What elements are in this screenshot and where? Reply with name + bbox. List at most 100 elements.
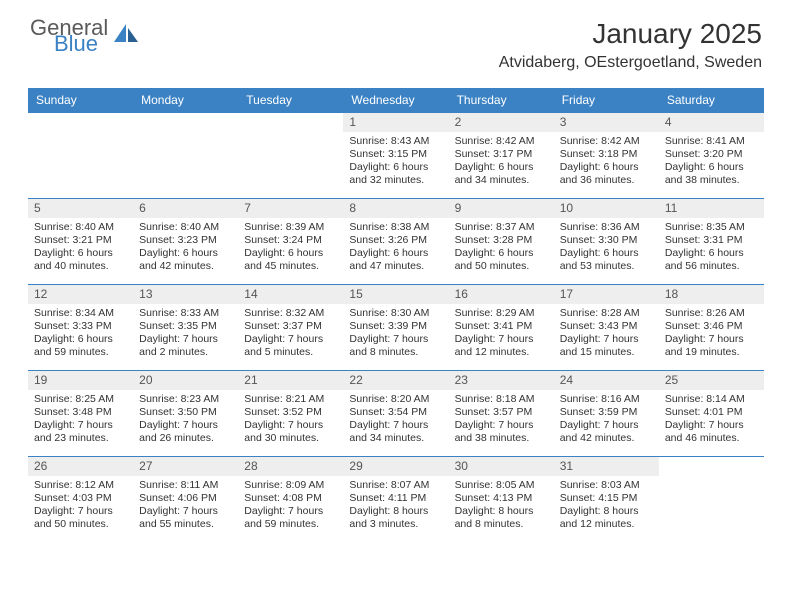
calendar-cell: 30Sunrise: 8:05 AMSunset: 4:13 PMDayligh…	[449, 457, 554, 543]
sun-info-line: and 26 minutes.	[139, 432, 232, 445]
calendar-cell: 21Sunrise: 8:21 AMSunset: 3:52 PMDayligh…	[238, 371, 343, 457]
day-number: 5	[28, 199, 133, 218]
sun-info-line: Sunset: 3:17 PM	[455, 148, 548, 161]
sun-info-line: Sunrise: 8:39 AM	[244, 221, 337, 234]
day-header: Thursday	[449, 88, 554, 113]
calendar-cell: 15Sunrise: 8:30 AMSunset: 3:39 PMDayligh…	[343, 285, 448, 371]
sun-info-line: Sunrise: 8:32 AM	[244, 307, 337, 320]
day-number: 14	[238, 285, 343, 304]
sun-info-line: Sunset: 3:15 PM	[349, 148, 442, 161]
calendar-cell: 17Sunrise: 8:28 AMSunset: 3:43 PMDayligh…	[554, 285, 659, 371]
sun-info-line: and 8 minutes.	[455, 518, 548, 531]
calendar-cell: 20Sunrise: 8:23 AMSunset: 3:50 PMDayligh…	[133, 371, 238, 457]
brand-word2: Blue	[54, 34, 108, 54]
day-number: 31	[554, 457, 659, 476]
sun-info-line: Sunset: 3:26 PM	[349, 234, 442, 247]
calendar-cell: 11Sunrise: 8:35 AMSunset: 3:31 PMDayligh…	[659, 199, 764, 285]
sun-info-line: Sunrise: 8:11 AM	[139, 479, 232, 492]
sun-info-line: Daylight: 8 hours	[560, 505, 653, 518]
day-number: 10	[554, 199, 659, 218]
calendar-week: 1Sunrise: 8:43 AMSunset: 3:15 PMDaylight…	[28, 113, 764, 199]
sun-info-line: Sunrise: 8:25 AM	[34, 393, 127, 406]
sun-info-line: Daylight: 7 hours	[244, 505, 337, 518]
sun-info-line: Sunset: 4:15 PM	[560, 492, 653, 505]
sun-info-line: Daylight: 7 hours	[139, 333, 232, 346]
sun-info-line: and 34 minutes.	[455, 174, 548, 187]
sun-info-line: Sunrise: 8:23 AM	[139, 393, 232, 406]
calendar-week: 5Sunrise: 8:40 AMSunset: 3:21 PMDaylight…	[28, 199, 764, 285]
sun-info-line: Sunset: 4:03 PM	[34, 492, 127, 505]
day-number: 24	[554, 371, 659, 390]
calendar-cell: 31Sunrise: 8:03 AMSunset: 4:15 PMDayligh…	[554, 457, 659, 543]
sun-info-line: and 8 minutes.	[349, 346, 442, 359]
sun-info-line: Daylight: 6 hours	[560, 247, 653, 260]
sun-info-line: Daylight: 6 hours	[34, 333, 127, 346]
calendar-cell: 26Sunrise: 8:12 AMSunset: 4:03 PMDayligh…	[28, 457, 133, 543]
calendar-cell: 18Sunrise: 8:26 AMSunset: 3:46 PMDayligh…	[659, 285, 764, 371]
sun-info-line: and 59 minutes.	[34, 346, 127, 359]
calendar-cell: 22Sunrise: 8:20 AMSunset: 3:54 PMDayligh…	[343, 371, 448, 457]
sun-info-line: Daylight: 7 hours	[244, 333, 337, 346]
sun-info-line: Sunrise: 8:18 AM	[455, 393, 548, 406]
sun-info-line: and 2 minutes.	[139, 346, 232, 359]
title-block: January 2025 Atvidaberg, OEstergoetland,…	[499, 18, 762, 72]
calendar-cell	[238, 113, 343, 199]
calendar-cell: 9Sunrise: 8:37 AMSunset: 3:28 PMDaylight…	[449, 199, 554, 285]
sun-info-line: and 34 minutes.	[349, 432, 442, 445]
sun-info-line: Daylight: 6 hours	[349, 247, 442, 260]
sun-info-line: Sunrise: 8:40 AM	[34, 221, 127, 234]
brand-text: General Blue	[30, 18, 108, 54]
calendar-cell: 4Sunrise: 8:41 AMSunset: 3:20 PMDaylight…	[659, 113, 764, 199]
sun-info-line: Daylight: 6 hours	[244, 247, 337, 260]
calendar-cell: 25Sunrise: 8:14 AMSunset: 4:01 PMDayligh…	[659, 371, 764, 457]
sun-info-line: Sunrise: 8:28 AM	[560, 307, 653, 320]
day-number: 16	[449, 285, 554, 304]
day-number: 4	[659, 113, 764, 132]
sun-info-line: Sunset: 3:28 PM	[455, 234, 548, 247]
calendar-cell	[133, 113, 238, 199]
sun-info-line: Sunrise: 8:21 AM	[244, 393, 337, 406]
day-header-row: SundayMondayTuesdayWednesdayThursdayFrid…	[28, 88, 764, 113]
sun-info-line: Daylight: 6 hours	[349, 161, 442, 174]
calendar-cell: 13Sunrise: 8:33 AMSunset: 3:35 PMDayligh…	[133, 285, 238, 371]
day-number: 20	[133, 371, 238, 390]
sun-info-line: Daylight: 7 hours	[34, 419, 127, 432]
sun-info-line: Sunset: 3:48 PM	[34, 406, 127, 419]
sun-info-line: and 47 minutes.	[349, 260, 442, 273]
sun-info-line: and 15 minutes.	[560, 346, 653, 359]
sun-info-line: and 36 minutes.	[560, 174, 653, 187]
day-number: 1	[343, 113, 448, 132]
sun-info-line: Sunset: 3:50 PM	[139, 406, 232, 419]
sun-info-line: Sunrise: 8:40 AM	[139, 221, 232, 234]
sun-info-line: Daylight: 7 hours	[34, 505, 127, 518]
sun-info-line: Sunset: 4:11 PM	[349, 492, 442, 505]
calendar-table: SundayMondayTuesdayWednesdayThursdayFrid…	[28, 88, 764, 543]
sun-info-line: Daylight: 7 hours	[455, 419, 548, 432]
calendar-cell: 16Sunrise: 8:29 AMSunset: 3:41 PMDayligh…	[449, 285, 554, 371]
day-number: 28	[238, 457, 343, 476]
sun-info-line: Sunrise: 8:07 AM	[349, 479, 442, 492]
sun-info-line: Sunrise: 8:05 AM	[455, 479, 548, 492]
sun-info-line: Daylight: 7 hours	[560, 419, 653, 432]
sun-info-line: and 55 minutes.	[139, 518, 232, 531]
location-subtitle: Atvidaberg, OEstergoetland, Sweden	[499, 54, 762, 72]
sun-info-line: Sunrise: 8:30 AM	[349, 307, 442, 320]
sun-info-line: Sunrise: 8:42 AM	[455, 135, 548, 148]
sun-info-line: Sunset: 3:59 PM	[560, 406, 653, 419]
calendar-cell: 3Sunrise: 8:42 AMSunset: 3:18 PMDaylight…	[554, 113, 659, 199]
sun-info-line: and 50 minutes.	[34, 518, 127, 531]
sun-info-line: and 3 minutes.	[349, 518, 442, 531]
sun-info-line: Sunset: 4:06 PM	[139, 492, 232, 505]
sun-info-line: Sunrise: 8:38 AM	[349, 221, 442, 234]
calendar-cell: 27Sunrise: 8:11 AMSunset: 4:06 PMDayligh…	[133, 457, 238, 543]
sun-info-line: and 19 minutes.	[665, 346, 758, 359]
sun-info-line: Sunrise: 8:36 AM	[560, 221, 653, 234]
sun-info-line: Sunrise: 8:41 AM	[665, 135, 758, 148]
calendar-cell: 29Sunrise: 8:07 AMSunset: 4:11 PMDayligh…	[343, 457, 448, 543]
sun-info-line: Daylight: 7 hours	[139, 505, 232, 518]
sun-info-line: Daylight: 7 hours	[244, 419, 337, 432]
sun-info-line: Sunset: 3:46 PM	[665, 320, 758, 333]
sun-info-line: and 45 minutes.	[244, 260, 337, 273]
calendar-cell: 1Sunrise: 8:43 AMSunset: 3:15 PMDaylight…	[343, 113, 448, 199]
sun-info-line: and 38 minutes.	[455, 432, 548, 445]
